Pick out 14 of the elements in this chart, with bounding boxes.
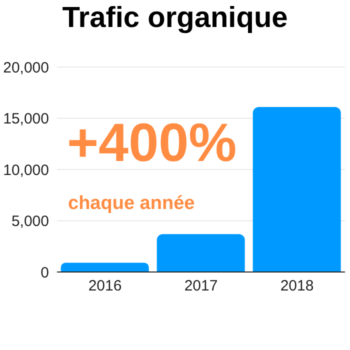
annotation: +400% [67,112,237,174]
y-tick-label: 15,000 [3,110,49,128]
bar [60,262,149,272]
bar [252,106,341,272]
y-tick-label: 5,000 [11,213,49,230]
x-tick-label: 2018 [280,278,314,295]
chart-title: Trafic organique [61,2,289,35]
y-tick-label: 20,000 [3,59,49,76]
y-tick-label: 0 [40,264,49,282]
annotation: chaque année [68,193,195,215]
y-tick-label: 10,000 [3,162,49,179]
x-tick-label: 2016 [88,278,122,295]
x-tick-label: 2017 [184,278,218,295]
bar [156,234,245,272]
